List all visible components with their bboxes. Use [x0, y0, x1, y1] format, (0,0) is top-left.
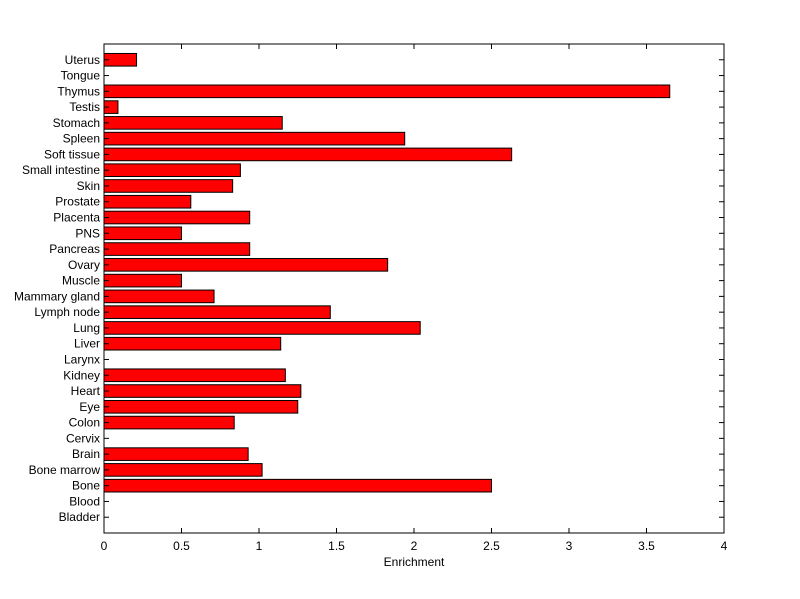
- x-tick-label: 3.5: [638, 539, 655, 553]
- y-tick-label: Thymus: [57, 84, 100, 98]
- y-tick-label: Blood: [69, 494, 100, 508]
- bar-liver: [103, 336, 282, 351]
- x-axis-label: Enrichment: [384, 555, 445, 569]
- y-tick-label: Skin: [77, 179, 100, 193]
- x-tick-label: 3: [566, 539, 573, 553]
- y-tick-label: Eye: [79, 400, 100, 414]
- bar-lymph-node: [103, 305, 331, 319]
- x-axis: 0 0.5 1 1.5 2 2.5 3 3.5 4: [101, 44, 728, 553]
- x-tick-label: 0.5: [173, 539, 190, 553]
- y-tick-label: Uterus: [65, 53, 100, 67]
- y-tick-label: Lymph node: [34, 305, 100, 319]
- y-tick-label: Kidney: [63, 368, 100, 382]
- bar-stomach: [103, 116, 283, 130]
- bar-placenta: [103, 210, 251, 225]
- y-tick-label: Larynx: [64, 352, 100, 366]
- y-tick-label: Lung: [73, 321, 100, 335]
- bar-brain: [103, 447, 249, 461]
- y-tick-label: Bladder: [59, 510, 100, 524]
- y-tick-label: Small intestine: [22, 163, 100, 177]
- y-tick-label: Heart: [71, 384, 101, 398]
- x-tick-label: 2: [411, 539, 418, 553]
- bar-mammary-gland: [103, 289, 215, 304]
- bar-lung: [103, 321, 421, 335]
- y-tick-label: Liver: [74, 337, 100, 351]
- y-tick-label: Muscle: [62, 274, 100, 288]
- y-tick-label: Bone marrow: [29, 463, 101, 477]
- y-tick-label: Placenta: [53, 211, 100, 225]
- bar-colon: [103, 415, 235, 430]
- x-tick-label: 0: [101, 539, 108, 553]
- bar-kidney: [103, 368, 286, 383]
- bar-small-intestine: [103, 163, 241, 178]
- bars-group: [103, 52, 671, 493]
- y-tick-label: Colon: [69, 416, 100, 430]
- x-tick-label: 4: [721, 539, 728, 553]
- bar-spleen: [103, 131, 406, 146]
- bar-bone-marrow: [103, 463, 263, 477]
- y-tick-label: Cervix: [66, 431, 100, 445]
- bar-pancreas: [103, 242, 251, 256]
- y-tick-label: Mammary gland: [14, 289, 100, 303]
- x-tick-label: 2.5: [483, 539, 500, 553]
- y-tick-label: PNS: [75, 226, 100, 240]
- bar-pns: [103, 226, 182, 241]
- bar-soft-tissue: [103, 147, 513, 162]
- bar-ovary: [103, 258, 389, 272]
- y-tick-label: Testis: [69, 100, 100, 114]
- x-tick-label: 1.5: [328, 539, 345, 553]
- y-tick-label: Bone: [72, 479, 100, 493]
- y-tick-label: Stomach: [53, 116, 100, 130]
- y-tick-label: Brain: [72, 447, 100, 461]
- bar-skin: [103, 179, 234, 193]
- bar-heart: [103, 384, 302, 398]
- bar-thymus: [103, 84, 671, 99]
- bar-muscle: [103, 273, 182, 288]
- y-tick-label: Spleen: [63, 132, 100, 146]
- bar-prostate: [103, 194, 192, 209]
- y-tick-label: Prostate: [55, 195, 100, 209]
- bar-bone: [103, 478, 492, 493]
- y-tick-label: Ovary: [68, 258, 100, 272]
- bar-eye: [103, 399, 299, 414]
- y-tick-label: Soft tissue: [44, 147, 100, 161]
- y-tick-label: Pancreas: [49, 242, 100, 256]
- y-tick-label: Tongue: [61, 69, 101, 83]
- x-tick-label: 1: [256, 539, 263, 553]
